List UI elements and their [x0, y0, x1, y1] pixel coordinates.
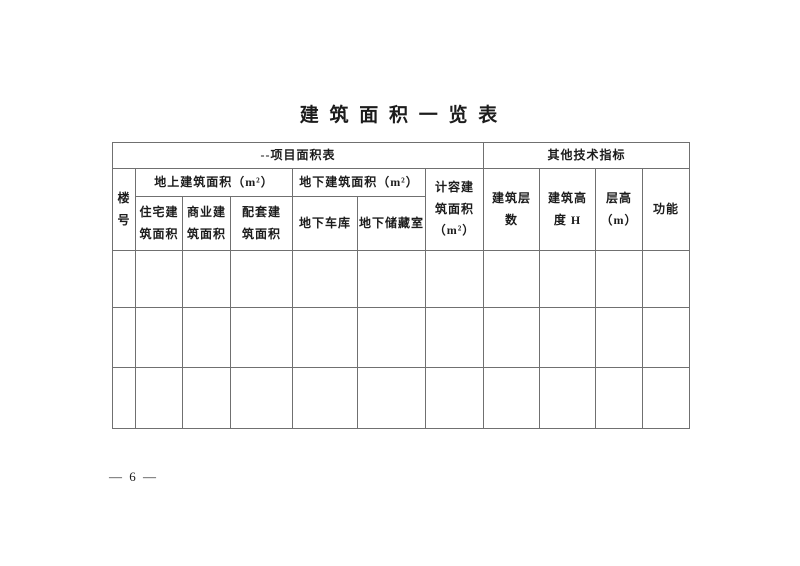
table-cell — [539, 367, 597, 429]
table-cell — [642, 250, 691, 308]
header-floor-count: 建筑层 数 — [483, 168, 541, 251]
table-cell — [112, 307, 136, 368]
page-title: 建 筑 面 积 一 览 表 — [299, 105, 501, 126]
header-supporting-area: 配套建 筑面积 — [230, 196, 293, 251]
header-underground-storage: 地下储藏室 — [357, 196, 426, 251]
table-cell — [357, 307, 426, 368]
table-cell — [135, 367, 183, 429]
table-cell — [182, 367, 231, 429]
table-cell — [230, 367, 293, 429]
table-cell — [292, 307, 358, 368]
table-cell — [112, 250, 136, 308]
table-row-group-headers: --项目面积表 其他技术指标 — [111, 142, 691, 169]
table-cell — [424, 367, 485, 429]
table-cell — [292, 367, 358, 429]
table-cell — [182, 250, 231, 308]
table-cell — [539, 307, 597, 368]
table-cell — [424, 307, 485, 368]
table-cell — [483, 307, 541, 368]
table-cell — [357, 250, 426, 308]
table-row-sub-headers: 住宅建 筑面积 商业建 筑面积 配套建 筑面积 地下车库 地下储藏室 — [113, 196, 690, 251]
header-underground-garage: 地下车库 — [292, 196, 358, 251]
table-data-row — [112, 250, 691, 308]
table-cell — [135, 307, 183, 368]
table-cell — [112, 367, 136, 429]
table-cell — [135, 250, 183, 308]
table-cell — [595, 307, 644, 368]
table-cell — [539, 250, 597, 308]
table-cell — [292, 250, 358, 308]
table-cell — [595, 367, 644, 429]
table-cell — [230, 307, 293, 368]
table-cell — [424, 250, 485, 308]
header-story-height: 层高 （m） — [595, 168, 644, 251]
header-underground-area: 地下建筑面积（m²） — [292, 168, 426, 197]
header-far-counted-area: 计容建 筑面积 （m²） — [424, 168, 485, 251]
table-cell — [595, 250, 644, 308]
header-building-height: 建筑高 度 H — [539, 168, 597, 251]
table-cell — [182, 307, 231, 368]
table-row-mid-headers: 楼 号 地上建筑面积（m²） 地下建筑面积（m²） 计容建 筑面积 （m²） 建… — [112, 168, 691, 251]
table-cell — [483, 367, 541, 429]
building-area-table: --项目面积表 其他技术指标 楼 号 地上建筑面积（m²） 地下建筑面积（m²）… — [111, 142, 691, 429]
table-cell — [642, 367, 691, 429]
header-commercial-area: 商业建 筑面积 — [182, 196, 231, 251]
header-building-number: 楼 号 — [112, 168, 136, 251]
group-header-project-area: --项目面积表 — [111, 142, 485, 169]
table-data-row — [112, 367, 691, 429]
table-data-row — [112, 307, 691, 368]
table-cell — [483, 250, 541, 308]
group-header-other-technical-indicators: 其他技术指标 — [483, 142, 691, 169]
table-cell — [357, 367, 426, 429]
table-cell — [230, 250, 293, 308]
header-above-ground-area: 地上建筑面积（m²） — [135, 168, 293, 197]
header-residential-area: 住宅建 筑面积 — [135, 196, 183, 251]
table-cell — [642, 307, 691, 368]
header-function: 功能 — [642, 168, 691, 251]
page-number: — 6 — — [109, 469, 158, 484]
